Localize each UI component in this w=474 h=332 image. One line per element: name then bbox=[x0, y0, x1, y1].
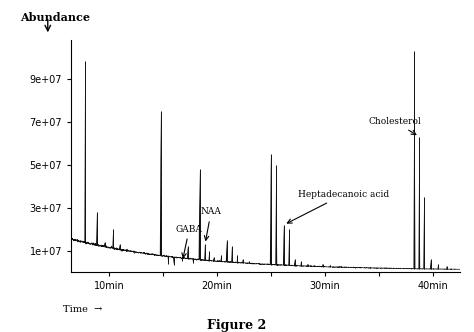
Polygon shape bbox=[270, 154, 272, 265]
Text: Cholesterol: Cholesterol bbox=[368, 117, 421, 134]
Text: Abundance: Abundance bbox=[20, 12, 91, 23]
Polygon shape bbox=[419, 137, 420, 269]
Polygon shape bbox=[112, 229, 114, 248]
Polygon shape bbox=[199, 169, 201, 260]
Polygon shape bbox=[355, 267, 356, 268]
Polygon shape bbox=[294, 259, 295, 266]
Text: NAA: NAA bbox=[201, 207, 221, 240]
Polygon shape bbox=[438, 264, 439, 269]
Polygon shape bbox=[216, 261, 218, 262]
Polygon shape bbox=[173, 257, 174, 265]
Polygon shape bbox=[237, 255, 238, 263]
Text: Heptadecanoic acid: Heptadecanoic acid bbox=[287, 190, 389, 223]
Polygon shape bbox=[84, 61, 86, 242]
Text: GABA: GABA bbox=[176, 224, 203, 258]
Polygon shape bbox=[182, 258, 183, 262]
Polygon shape bbox=[430, 259, 431, 269]
Polygon shape bbox=[231, 246, 233, 262]
Polygon shape bbox=[192, 259, 194, 263]
Polygon shape bbox=[213, 257, 214, 261]
Text: Time  →: Time → bbox=[64, 305, 102, 314]
Polygon shape bbox=[209, 251, 210, 261]
Polygon shape bbox=[248, 262, 250, 263]
Polygon shape bbox=[226, 240, 228, 262]
Polygon shape bbox=[446, 266, 447, 269]
Polygon shape bbox=[283, 225, 285, 265]
Polygon shape bbox=[301, 262, 302, 266]
Polygon shape bbox=[413, 50, 415, 269]
Polygon shape bbox=[104, 242, 105, 247]
Polygon shape bbox=[133, 252, 135, 253]
Polygon shape bbox=[204, 244, 206, 260]
Polygon shape bbox=[220, 255, 222, 262]
Polygon shape bbox=[160, 111, 162, 256]
Polygon shape bbox=[370, 267, 371, 268]
Polygon shape bbox=[340, 266, 342, 267]
Polygon shape bbox=[313, 265, 315, 266]
Polygon shape bbox=[307, 264, 308, 266]
Text: Figure 2: Figure 2 bbox=[207, 319, 266, 332]
Polygon shape bbox=[96, 212, 98, 245]
Polygon shape bbox=[119, 244, 120, 249]
Polygon shape bbox=[127, 249, 128, 251]
Polygon shape bbox=[423, 197, 425, 269]
Polygon shape bbox=[288, 229, 290, 265]
Polygon shape bbox=[242, 259, 244, 263]
Polygon shape bbox=[168, 256, 169, 264]
Polygon shape bbox=[275, 165, 277, 265]
Polygon shape bbox=[329, 265, 331, 267]
Polygon shape bbox=[322, 264, 323, 267]
Polygon shape bbox=[187, 246, 189, 259]
